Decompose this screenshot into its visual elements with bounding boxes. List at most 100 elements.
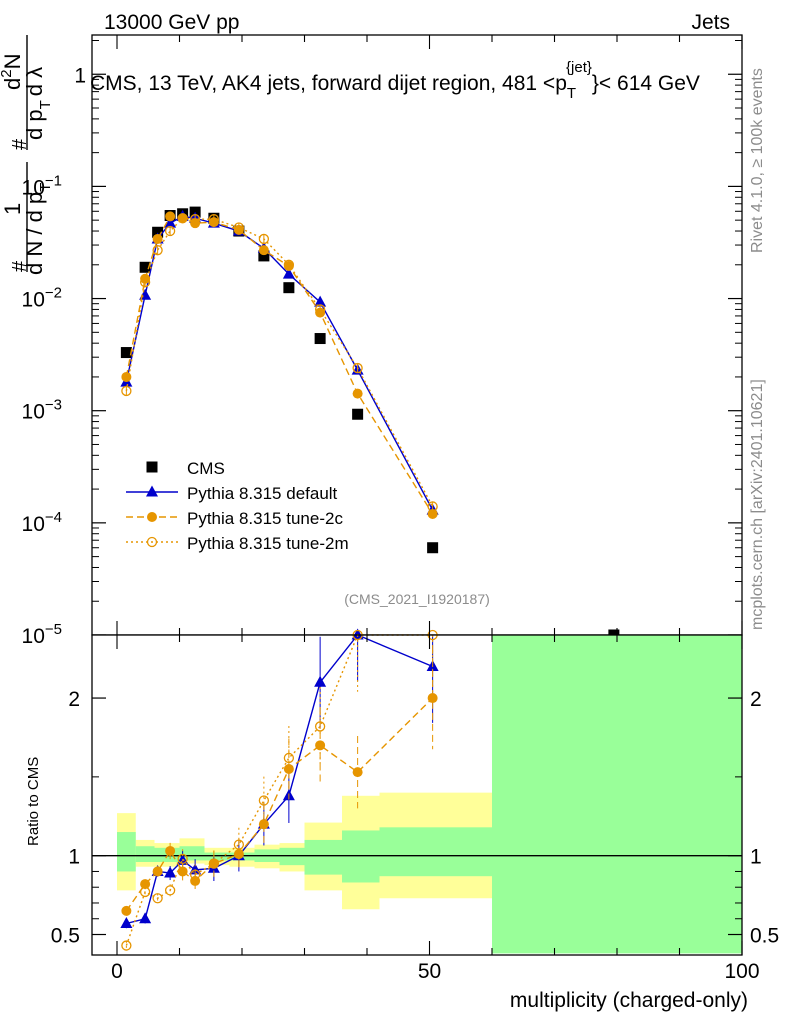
ylabel-hash-2: # xyxy=(9,138,31,150)
ratio-point xyxy=(140,879,151,890)
uncertainty-band-green xyxy=(492,635,742,954)
ylabel-dpt-text: d p xyxy=(22,109,47,140)
ylabel-dl-text: d λ xyxy=(22,67,47,96)
data-point xyxy=(208,214,220,225)
legend-label: Pythia 8.315 default xyxy=(187,484,338,503)
data-point xyxy=(120,347,132,359)
ylabel-dpt-sub: T xyxy=(37,100,54,109)
ratio-point xyxy=(314,675,327,687)
ratio-ytick-label-right: 0.5 xyxy=(750,925,779,948)
ratio-point xyxy=(121,940,132,951)
ratio-point xyxy=(121,905,132,916)
x-tick-label: 0 xyxy=(111,960,123,983)
x-axis-label: multiplicity (charged-only) xyxy=(510,989,748,1012)
legend-marker xyxy=(147,512,157,522)
data-point xyxy=(427,508,438,519)
ratio-panel: 0.5 0.5 1 1 2 2 Ratio to CMS xyxy=(25,628,779,956)
ratio-ytick-label-left: 1 xyxy=(68,846,80,869)
data-point xyxy=(258,233,270,245)
data-point xyxy=(314,304,326,315)
data-point xyxy=(164,225,176,237)
main-ytick-label: 10−4 xyxy=(22,509,62,536)
ratio-point xyxy=(189,869,201,880)
ratio-point xyxy=(177,853,188,864)
data-point xyxy=(282,267,295,279)
data-point xyxy=(152,245,163,256)
main-ytick-base: 10 xyxy=(22,513,45,536)
ratio-ytick-label-right: 1 xyxy=(750,846,762,869)
data-point xyxy=(314,295,327,307)
ratio-point xyxy=(315,740,326,751)
uncertainty-band-green xyxy=(135,846,155,862)
ratio-point xyxy=(139,912,152,924)
data-point xyxy=(283,259,295,270)
data-point xyxy=(314,333,326,345)
data-point xyxy=(152,233,163,244)
legend-marker xyxy=(146,485,158,497)
data-point xyxy=(258,245,269,256)
ratio-point xyxy=(208,858,220,869)
data-point xyxy=(152,226,164,238)
data-point xyxy=(177,213,188,224)
ylabel-hash-1: # xyxy=(9,260,31,272)
analysis-id: (CMS_2021_I1920187) xyxy=(344,591,490,607)
main-ytick-label: 10−2 xyxy=(22,285,62,312)
ratio-point xyxy=(120,916,133,928)
ratio-point xyxy=(314,721,326,732)
ratio-point xyxy=(152,866,163,877)
ratio-plot-frame xyxy=(91,634,743,956)
ratio-series xyxy=(120,628,439,951)
ylabel-d2n-d: d xyxy=(0,78,25,90)
ylabel-d2n: d2N xyxy=(0,54,25,90)
ratio-point xyxy=(152,893,163,904)
main-ytick-exp: −2 xyxy=(45,285,62,302)
ratio-point xyxy=(165,845,176,856)
ratio-ytick-label-right: 2 xyxy=(750,688,762,711)
data-point xyxy=(258,250,270,262)
legend-marker xyxy=(146,461,158,473)
chart-title-sub: T xyxy=(567,85,576,102)
chart-title-main: CMS, 13 TeV, AK4 jets, forward dijet reg… xyxy=(90,72,567,95)
main-ytick-exp: −1 xyxy=(45,172,62,189)
legend-label: Pythia 8.315 tune-2c xyxy=(187,509,343,528)
main-ytick-base: 10 xyxy=(22,401,45,424)
main-ytick-exp: −5 xyxy=(45,621,62,638)
main-ytick-base: 10 xyxy=(22,625,45,648)
uncertainty-band-green xyxy=(379,827,492,877)
ratio-point xyxy=(233,839,245,850)
ratio-point xyxy=(283,752,295,764)
header: 13000 GeV pp Jets xyxy=(104,11,730,34)
side-labels: Rivet 4.1.0, ≥ 100k events mcplots.cern.… xyxy=(749,68,766,630)
ylabel-dpt-dl: d pTd λ xyxy=(22,67,54,140)
ylabel-dn-dpt-sub: T xyxy=(37,183,54,192)
main-ytick-exp: −4 xyxy=(45,509,62,526)
legend-label: CMS xyxy=(187,459,225,478)
main-ytick-label: 10−5 xyxy=(22,621,62,648)
ratio-point xyxy=(164,866,177,878)
ratio-point xyxy=(351,628,364,640)
x-tick-label: 50 xyxy=(418,960,441,983)
uncertainty-band-green xyxy=(204,852,230,861)
main-plot-frame xyxy=(91,34,743,636)
ratio-uncertainty-bands xyxy=(117,635,742,954)
ylabel-dn-dpt: d N / d pT xyxy=(22,183,54,275)
main-ytick-label: 10−3 xyxy=(22,397,62,424)
main-ytick-label: 1 xyxy=(74,64,86,87)
legend: CMS Pythia 8.315 default Pythia 8.315 tune… xyxy=(126,459,349,553)
data-point xyxy=(352,388,363,399)
legend-marker xyxy=(146,536,158,548)
main-ytick-exp: −3 xyxy=(45,397,62,414)
ylabel-one: 1 xyxy=(0,203,25,215)
side-label-top: Rivet 4.1.0, ≥ 100k events xyxy=(749,68,766,253)
legend-label: Pythia 8.315 tune-2m xyxy=(187,534,349,553)
ratio-point xyxy=(283,763,294,774)
ylabel-d2n-sup: 2 xyxy=(0,69,15,77)
data-point xyxy=(189,214,201,225)
ratio-point xyxy=(352,767,363,778)
uncertainty-band-green xyxy=(279,847,305,866)
ratio-line-2 xyxy=(125,634,433,946)
chart-title: CMS, 13 TeV, AK4 jets, forward dijet reg… xyxy=(90,59,700,102)
data-point xyxy=(139,261,151,273)
ratio-point xyxy=(139,886,151,898)
